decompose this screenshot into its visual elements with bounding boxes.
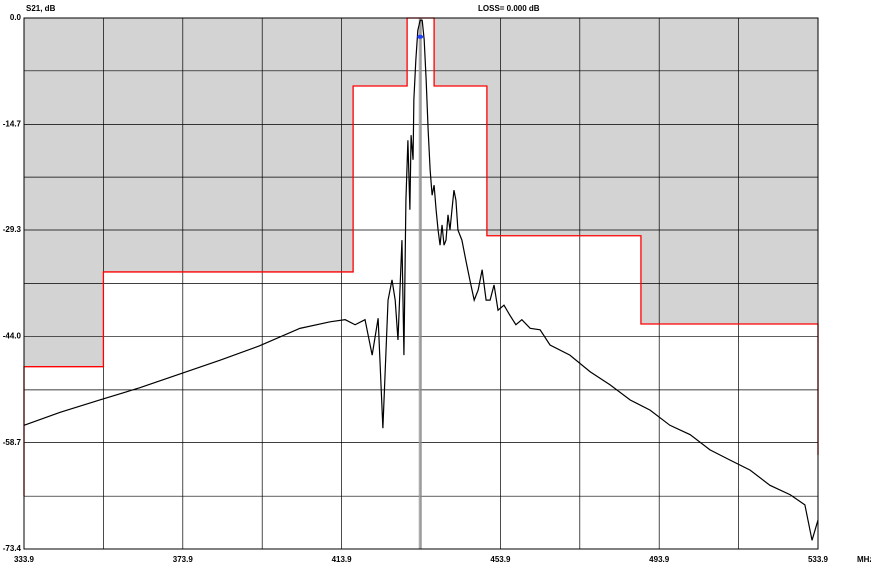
y-tick-label: -58.7 (3, 438, 22, 447)
x-tick-label: 333.9 (14, 555, 35, 564)
y-tick-label: -14.7 (3, 119, 22, 128)
x-tick-label: 373.9 (173, 555, 194, 564)
y-tick-label: -44.0 (3, 331, 22, 340)
y-tick-label: -29.3 (3, 225, 22, 234)
plot-border (23, 17, 819, 550)
marker-point (417, 34, 424, 39)
y-tick-label: -73.4 (3, 544, 22, 553)
x-tick-label: 413.9 (332, 555, 353, 564)
x-unit: MHz (857, 555, 871, 564)
mask-fill (24, 18, 818, 367)
trace (23, 19, 819, 541)
y-tick-label: 0.0 (10, 13, 22, 22)
x-tick-label: 493.9 (649, 555, 670, 564)
loss-readout: LOSS= 0.000 dB (478, 4, 540, 13)
x-tick-label: 533.9 (808, 555, 829, 564)
y-axis-label: S21, dB (26, 4, 56, 13)
x-tick-label: 453.9 (490, 555, 511, 564)
